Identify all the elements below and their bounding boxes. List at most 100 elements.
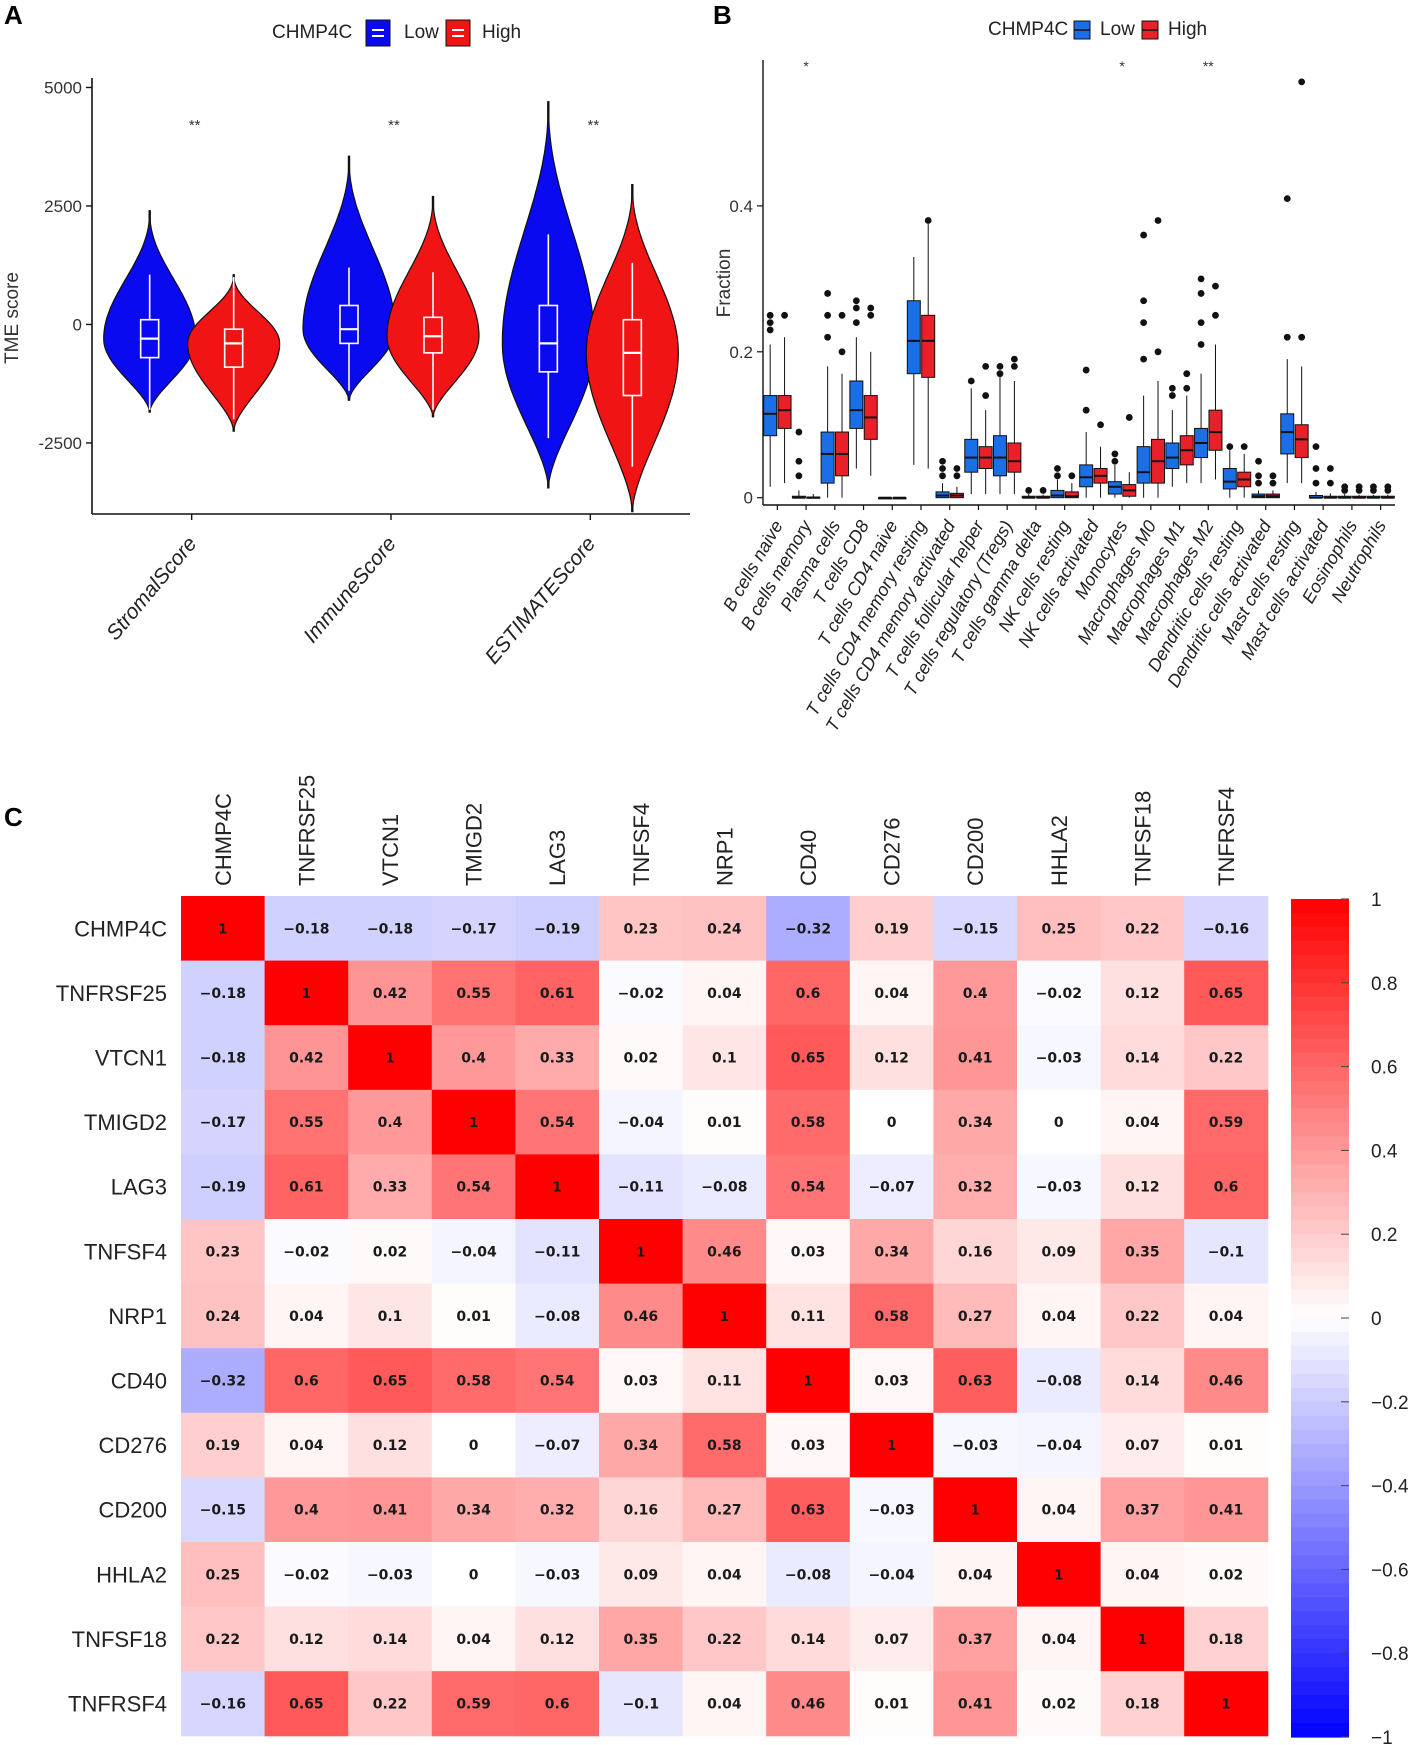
heatmap-cell [348, 1219, 433, 1285]
heatmap-cell-value: 0.58 [456, 1374, 491, 1390]
outlier-point [867, 304, 875, 312]
heatmap-cell-value: 0.46 [624, 1309, 659, 1325]
outlier-point [982, 362, 990, 370]
heatmap-cell-value: 0.03 [624, 1374, 659, 1390]
heatmap-cell [849, 1025, 934, 1091]
box-low [964, 438, 979, 473]
heatmap-cell-value: 0.22 [1125, 1309, 1160, 1325]
heatmap-cell [348, 1606, 433, 1672]
heatmap-cell [348, 1671, 433, 1737]
colorbar-tick-label: 1 [1371, 890, 1382, 911]
heatmap-row-label: CD276 [99, 1433, 167, 1458]
heatmap-cell [1100, 1412, 1185, 1478]
heatmap-cell [1017, 1671, 1102, 1737]
heatmap-cell-value: 1 [469, 1116, 478, 1131]
y-tick-label-a: -2500 [39, 434, 82, 453]
heatmap-cell-value: −0.18 [200, 1051, 246, 1067]
outlier-point [1212, 311, 1219, 319]
colorbar-segment [1291, 1513, 1349, 1529]
heatmap-cell-value: 0.34 [624, 1438, 659, 1454]
heatmap-cell-value: 0 [1054, 1115, 1064, 1131]
heatmap-cell [766, 1283, 851, 1349]
heatmap-col-label: LAG3 [545, 830, 570, 886]
heatmap-cell-value: 0.32 [540, 1503, 575, 1519]
colorbar-segment [1291, 1499, 1349, 1515]
colorbar-segment [1291, 1164, 1349, 1179]
heatmap-cell [682, 1283, 767, 1349]
heatmap-cell-value: 0.18 [1209, 1632, 1244, 1648]
heatmap-cell [1184, 1089, 1269, 1155]
x-tick-label-a: StromalScore [102, 532, 201, 644]
outlier-point [1197, 290, 1205, 297]
heatmap-cell [431, 1219, 516, 1285]
colorbar-segment [1291, 1234, 1349, 1249]
heatmap-cell-value: −0.02 [618, 986, 664, 1002]
box-high [921, 314, 936, 378]
colorbar-segment [1291, 1066, 1349, 1082]
heatmap-cell [264, 1606, 349, 1672]
colorbar-segment [1291, 1150, 1349, 1165]
heatmap-cell-value: 0.24 [206, 1309, 241, 1325]
heatmap-cell-value: 0.16 [958, 1244, 993, 1260]
heatmap-cell [933, 1671, 1018, 1737]
heatmap-cell-value: 0.07 [1125, 1438, 1160, 1454]
colorbar-segment [1291, 940, 1349, 956]
heatmap-cell [849, 1283, 934, 1349]
colorbar-segment [1291, 1443, 1349, 1459]
heatmap-cell [348, 1542, 433, 1608]
legend-a-high-label: High [482, 22, 521, 43]
outlier-point [1010, 362, 1018, 370]
heatmap-cell-value: 0.59 [456, 1697, 491, 1713]
heatmap-cell-value: 0.61 [540, 986, 575, 1002]
box-high [1064, 491, 1079, 499]
heatmap-cell-value: 0.33 [373, 1180, 408, 1196]
heatmap-cell [599, 960, 684, 1026]
panel-c-letter: C [4, 802, 23, 832]
heatmap-cell-value: 0.04 [1042, 1632, 1077, 1648]
heatmap-cell-value: −0.03 [1036, 1180, 1082, 1196]
heatmap-cell-value: 0.19 [874, 921, 909, 937]
heatmap-cell-value: 0.04 [1042, 1503, 1077, 1519]
heatmap-cell [766, 1089, 851, 1155]
colorbar-segment [1291, 1625, 1349, 1640]
heatmap-cell [766, 1671, 851, 1737]
colorbar-segment [1291, 1122, 1349, 1138]
outlier-point [1384, 483, 1392, 491]
heatmap-cell [1017, 1542, 1102, 1608]
heatmap-cell-value: 0.01 [707, 1115, 742, 1131]
heatmap-cell-value: 0.22 [1209, 1051, 1244, 1067]
outlier-point [1312, 443, 1320, 451]
heatmap-cell-value: 0.24 [707, 921, 742, 937]
outlier-point [982, 392, 990, 399]
heatmap-cell [515, 960, 600, 1026]
heatmap-cell-value: −0.32 [200, 1374, 246, 1390]
heatmap-cell [1184, 1348, 1269, 1414]
heatmap-row-label: CD200 [99, 1498, 167, 1523]
colorbar-segment [1291, 1709, 1349, 1724]
significance-b: * [803, 58, 809, 74]
heatmap-cell [682, 1606, 767, 1672]
colorbar-segment [1291, 1527, 1349, 1543]
y-tick-label-a: 2500 [44, 197, 82, 216]
outlier-point [1183, 370, 1191, 378]
heatmap-cell-value: 0.65 [791, 1051, 826, 1067]
heatmap-cell [1017, 1348, 1102, 1414]
heatmap-cell [933, 960, 1018, 1026]
heatmap-cell-value: −0.18 [283, 921, 329, 937]
box-low [1165, 442, 1180, 470]
heatmap-cell [849, 1089, 934, 1155]
box-high [1208, 409, 1223, 451]
heatmap-cell-value: 0.37 [1125, 1503, 1160, 1519]
colorbar-segment [1291, 1290, 1349, 1305]
outlier-point [838, 311, 846, 319]
heatmap-cell [181, 1606, 266, 1672]
outlier-point [1125, 414, 1133, 421]
heatmap-cell [431, 1283, 516, 1349]
heatmap-cell [1100, 960, 1185, 1026]
heatmap-cell-value: 0.11 [707, 1374, 742, 1390]
heatmap-cell-value: −0.02 [283, 1567, 329, 1583]
heatmap-cell [599, 1606, 684, 1672]
heatmap-cell [348, 1154, 433, 1220]
heatmap-cell [682, 1671, 767, 1737]
significance-a: ** [388, 117, 400, 134]
